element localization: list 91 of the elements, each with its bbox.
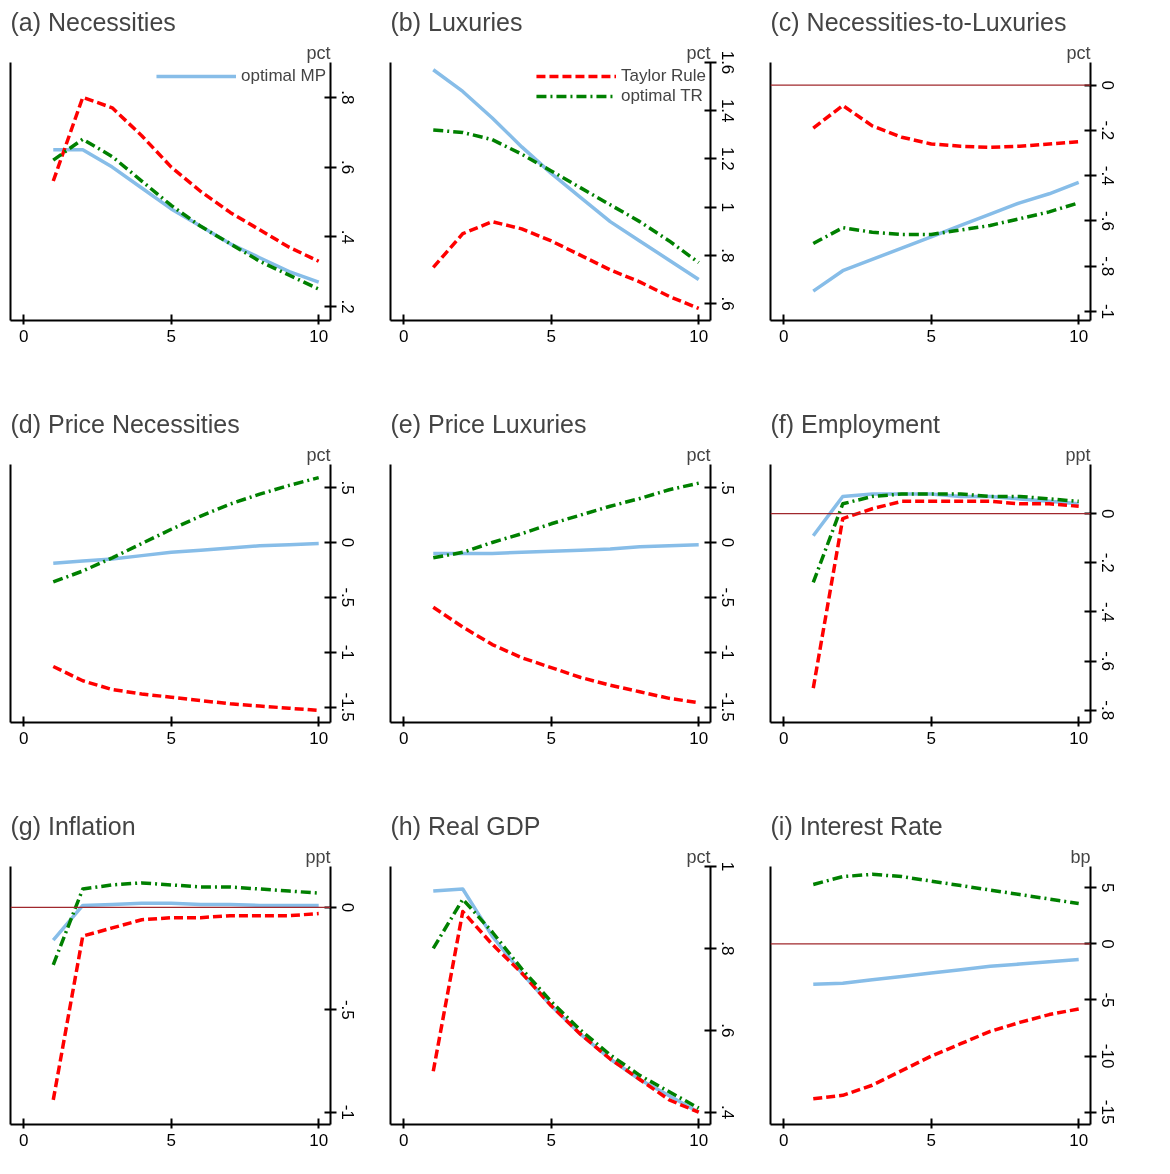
- y-axis-title: pct: [686, 444, 711, 465]
- y-tick-label: 0: [337, 902, 357, 913]
- x-tick-label: 10: [309, 728, 329, 748]
- chart-title: (d) Price Necessities: [10, 409, 240, 438]
- x-tick-label: 5: [166, 1130, 176, 1150]
- y-tick-label: .4: [337, 229, 357, 244]
- chart-title: (h) Real GDP: [390, 811, 541, 840]
- y-axis-title: pct: [306, 42, 331, 63]
- x-tick-label: 0: [399, 728, 409, 748]
- x-tick-label: 10: [1069, 728, 1089, 748]
- x-tick-label: 5: [926, 728, 936, 748]
- y-tick-label: .4: [717, 1105, 737, 1120]
- y-axis-title: pct: [686, 846, 711, 867]
- x-tick-label: 5: [546, 728, 556, 748]
- chart-title: (c) Necessities-to-Luxuries: [770, 7, 1067, 36]
- y-tick-label: -.5: [337, 587, 357, 608]
- y-tick-label: 0: [337, 537, 357, 548]
- y-tick-label: .6: [717, 1023, 737, 1038]
- y-tick-label: 0: [1097, 508, 1117, 519]
- y-tick-label: -.5: [337, 999, 357, 1020]
- y-tick-label: -.5: [717, 587, 737, 608]
- y-tick-label: -.2: [1097, 120, 1117, 141]
- legend-label: optimal MP: [240, 66, 326, 86]
- y-tick-label: 1.2: [717, 147, 737, 171]
- x-tick-label: 5: [546, 1130, 556, 1150]
- x-tick-label: 0: [779, 1130, 789, 1150]
- legend-label: Taylor Rule: [620, 66, 706, 86]
- y-tick-label: .8: [337, 90, 357, 105]
- y-tick-label: 0: [717, 537, 737, 548]
- x-tick-label: 5: [926, 326, 936, 346]
- y-tick-label: -5: [1097, 992, 1117, 1008]
- y-tick-label: .6: [717, 296, 737, 311]
- y-tick-label: .8: [717, 941, 737, 956]
- y-tick-label: 0: [1097, 80, 1117, 90]
- x-tick-label: 10: [309, 1130, 329, 1150]
- x-tick-label: 10: [689, 326, 709, 346]
- y-tick-label: -.6: [1097, 211, 1117, 231]
- chart-title: (f) Employment: [770, 409, 941, 438]
- x-tick-label: 10: [1069, 1130, 1089, 1150]
- y-tick-label: 1: [717, 861, 737, 872]
- y-axis-title: ppt: [1065, 444, 1091, 465]
- y-tick-label: -.6: [1097, 651, 1117, 671]
- chart-title: (i) Interest Rate: [770, 811, 943, 840]
- x-tick-label: 0: [19, 326, 29, 346]
- y-tick-label: -1: [337, 1104, 357, 1120]
- y-tick-label: .2: [337, 299, 357, 314]
- y-tick-label: 1: [717, 202, 737, 212]
- y-tick-label: -1.5: [337, 692, 357, 722]
- y-tick-label: -.8: [1097, 256, 1117, 277]
- x-tick-label: 0: [779, 326, 789, 346]
- x-tick-label: 0: [399, 1130, 409, 1150]
- x-tick-label: 5: [166, 326, 176, 346]
- y-tick-label: -1: [1097, 303, 1117, 320]
- x-tick-label: 0: [779, 728, 789, 748]
- y-tick-label: -.4: [1097, 165, 1117, 186]
- y-tick-label: -10: [1097, 1043, 1117, 1069]
- y-axis-title: pct: [306, 444, 331, 465]
- x-tick-label: 10: [309, 326, 329, 346]
- y-tick-label: 5: [1097, 883, 1117, 893]
- y-axis-title: pct: [686, 42, 711, 63]
- x-tick-label: 5: [546, 326, 556, 346]
- y-tick-label: -.4: [1097, 602, 1117, 622]
- y-tick-label: -1: [337, 644, 357, 660]
- chart-title: (g) Inflation: [10, 811, 136, 840]
- y-tick-label: 1.6: [717, 50, 737, 75]
- y-axis-title: pct: [1066, 42, 1091, 63]
- y-axis-title: bp: [1070, 846, 1091, 867]
- chart-title: (a) Necessities: [10, 7, 176, 36]
- y-tick-label: 1.4: [717, 98, 737, 123]
- y-tick-label: .5: [337, 480, 357, 495]
- y-tick-label: 0: [1097, 939, 1117, 949]
- x-tick-label: 0: [399, 326, 409, 346]
- chart-title: (e) Price Luxuries: [390, 409, 587, 438]
- y-tick-label: -15: [1097, 1099, 1117, 1125]
- x-tick-label: 0: [19, 1130, 29, 1150]
- x-tick-label: 0: [19, 728, 29, 748]
- y-tick-label: -.8: [1097, 700, 1117, 721]
- y-tick-label: -1.5: [717, 692, 737, 722]
- y-tick-label: .5: [717, 480, 737, 495]
- y-tick-label: -.2: [1097, 552, 1117, 573]
- x-tick-label: 5: [926, 1130, 936, 1150]
- y-axis-title: ppt: [305, 846, 331, 867]
- x-tick-label: 10: [689, 728, 709, 748]
- y-tick-label: .8: [717, 248, 737, 263]
- x-tick-label: 5: [166, 728, 176, 748]
- y-tick-label: .6: [337, 160, 357, 175]
- x-tick-label: 10: [1069, 326, 1089, 346]
- y-tick-label: -1: [717, 644, 737, 660]
- chart-title: (b) Luxuries: [390, 7, 523, 36]
- legend-label: optimal TR: [620, 86, 703, 106]
- x-tick-label: 10: [689, 1130, 709, 1150]
